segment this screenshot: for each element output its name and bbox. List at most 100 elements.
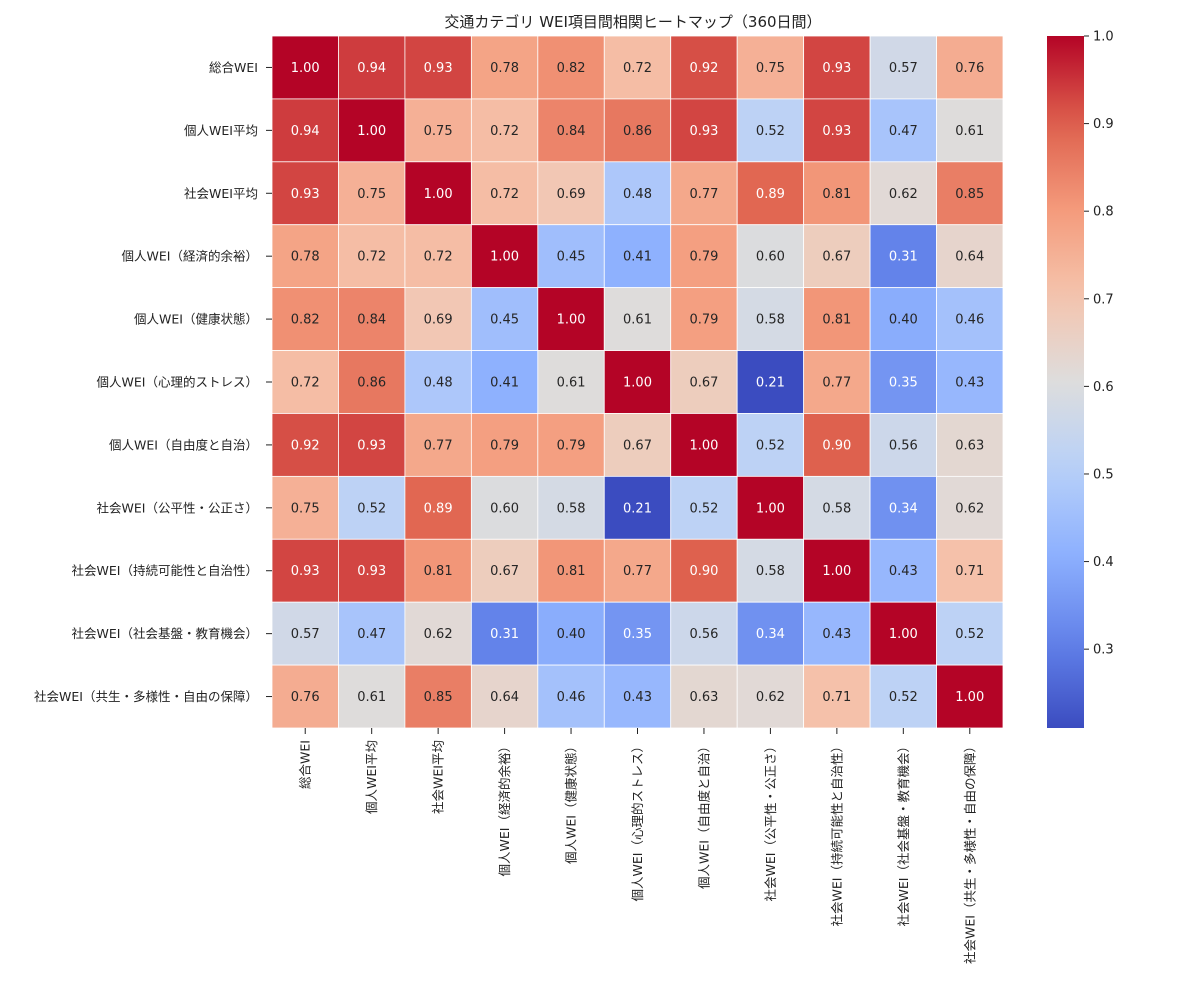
cell-value-label: 0.71 bbox=[822, 690, 851, 705]
heatmap-cell bbox=[404, 287, 472, 351]
cell-value-label: 0.79 bbox=[557, 438, 586, 453]
cell-value-label: 0.31 bbox=[889, 250, 918, 265]
cell-value-label: 1.00 bbox=[889, 627, 918, 642]
x-tick-label: 個人WEI平均 bbox=[364, 740, 379, 814]
x-tick-label: 社会WEI（持続可能性と自治性） bbox=[829, 740, 844, 926]
cell-value-label: 0.92 bbox=[689, 61, 718, 76]
cell-value-label: 0.46 bbox=[955, 313, 984, 328]
heatmap-cell bbox=[603, 413, 672, 477]
heatmap-cell bbox=[936, 224, 1004, 289]
heatmap-cell bbox=[803, 350, 871, 414]
cell-value-label: 1.00 bbox=[623, 376, 652, 391]
cell-value-label: 0.86 bbox=[357, 376, 386, 391]
cell-value-label: 0.93 bbox=[424, 61, 453, 76]
cell-value-label: 0.81 bbox=[424, 564, 453, 579]
cell-value-label: 0.60 bbox=[490, 501, 519, 516]
x-tick-label: 社会WEI平均 bbox=[431, 740, 446, 814]
heatmap-cell bbox=[338, 413, 406, 477]
heatmap-cell bbox=[537, 35, 605, 100]
cell-value-label: 0.64 bbox=[490, 690, 519, 705]
cell-value-label: 0.52 bbox=[357, 501, 386, 516]
cell-value-label: 0.94 bbox=[357, 61, 386, 76]
cell-value-label: 0.31 bbox=[490, 627, 519, 642]
heatmap-cell bbox=[869, 475, 937, 540]
cell-value-label: 0.94 bbox=[291, 124, 320, 139]
chart-title: 交通カテゴリ WEI項目間相関ヒートマップ（360日間） bbox=[444, 13, 821, 31]
cell-value-label: 0.45 bbox=[557, 250, 586, 265]
heatmap-cell bbox=[869, 538, 937, 603]
cell-value-label: 0.89 bbox=[756, 187, 785, 202]
heatmap-cell bbox=[537, 287, 605, 351]
cell-value-label: 0.84 bbox=[557, 124, 586, 139]
cell-value-label: 0.93 bbox=[822, 124, 851, 139]
cell-value-label: 0.72 bbox=[424, 250, 453, 265]
heatmap-cell bbox=[271, 538, 339, 603]
heatmap-cell bbox=[271, 475, 339, 540]
heatmap-cell bbox=[470, 413, 539, 477]
cell-value-label: 0.40 bbox=[889, 313, 918, 328]
cell-value-label: 0.86 bbox=[623, 124, 652, 139]
cell-value-label: 0.41 bbox=[490, 376, 519, 391]
cell-value-label: 0.34 bbox=[889, 501, 918, 516]
heatmap-cell bbox=[404, 664, 472, 729]
cell-value-label: 0.90 bbox=[822, 438, 851, 453]
y-tick-label: 個人WEI（経済的余裕） bbox=[122, 249, 258, 264]
cell-value-label: 0.58 bbox=[822, 501, 851, 516]
cell-value-label: 0.67 bbox=[822, 250, 851, 265]
cell-value-label: 0.47 bbox=[889, 124, 918, 139]
cell-value-label: 0.43 bbox=[955, 376, 984, 391]
cell-value-label: 0.35 bbox=[623, 627, 652, 642]
heatmap-cell bbox=[404, 35, 472, 100]
cell-value-label: 0.93 bbox=[291, 187, 320, 202]
heatmap-cell bbox=[803, 538, 871, 603]
cell-value-label: 1.00 bbox=[424, 187, 453, 202]
x-tick-label: 個人WEI（健康状態） bbox=[564, 740, 579, 864]
heatmap-cell bbox=[736, 98, 805, 163]
cell-value-label: 0.41 bbox=[623, 250, 652, 265]
heatmap-cell bbox=[670, 287, 738, 351]
heatmap-cell bbox=[736, 413, 805, 477]
cell-value-label: 0.58 bbox=[756, 564, 785, 579]
cell-value-label: 0.45 bbox=[490, 313, 519, 328]
cell-value-label: 0.93 bbox=[822, 61, 851, 76]
heatmap-cell bbox=[470, 538, 539, 603]
heatmap-cell bbox=[271, 35, 339, 100]
y-tick-label: 社会WEI（社会基盤・教育機会） bbox=[72, 626, 258, 641]
cell-value-label: 0.77 bbox=[689, 187, 718, 202]
heatmap-cell bbox=[670, 98, 738, 163]
cell-value-label: 0.48 bbox=[424, 376, 453, 391]
colorbar-tick-label: 0.6 bbox=[1093, 380, 1114, 395]
heatmap-cell bbox=[404, 601, 472, 666]
heatmap-cell bbox=[603, 664, 672, 729]
cell-value-label: 0.77 bbox=[424, 438, 453, 453]
heatmap-cell bbox=[470, 287, 539, 351]
y-tick-label: 個人WEI（自由度と自治） bbox=[109, 437, 258, 452]
heatmap-cell bbox=[603, 161, 672, 226]
heatmap-cell bbox=[470, 224, 539, 289]
colorbar: 0.3 0.4 0.5 0.6 0.7 0.8 0.9 1.0 bbox=[1047, 30, 1114, 728]
cell-value-label: 0.48 bbox=[623, 187, 652, 202]
heatmap-cell bbox=[670, 161, 738, 226]
cell-value-label: 0.61 bbox=[955, 124, 984, 139]
y-tick-label: 個人WEI（心理的ストレス） bbox=[97, 375, 258, 390]
heatmap-cell bbox=[936, 35, 1004, 100]
cell-value-label: 0.62 bbox=[955, 501, 984, 516]
heatmap-cell bbox=[271, 601, 339, 666]
heatmap-cell bbox=[936, 98, 1004, 163]
cell-value-label: 0.84 bbox=[357, 313, 386, 328]
heatmap-cell bbox=[936, 664, 1004, 729]
heatmap-cell bbox=[803, 601, 871, 666]
x-tick-label: 社会WEI（社会基盤・教育機会） bbox=[896, 740, 911, 926]
cell-value-label: 0.72 bbox=[490, 124, 519, 139]
cell-value-label: 0.75 bbox=[357, 187, 386, 202]
cell-value-label: 0.67 bbox=[689, 376, 718, 391]
cell-value-label: 0.81 bbox=[822, 313, 851, 328]
y-tick-label: 社会WEI（公平性・公正さ） bbox=[97, 500, 258, 515]
cell-value-label: 0.43 bbox=[623, 690, 652, 705]
y-tick-label: 社会WEI（共生・多様性・自由の保障） bbox=[34, 689, 258, 704]
cell-value-label: 1.00 bbox=[756, 501, 785, 516]
x-tick-label: 社会WEI（共生・多様性・自由の保障） bbox=[962, 740, 977, 964]
cell-value-label: 0.69 bbox=[424, 313, 453, 328]
cell-value-label: 0.52 bbox=[889, 690, 918, 705]
